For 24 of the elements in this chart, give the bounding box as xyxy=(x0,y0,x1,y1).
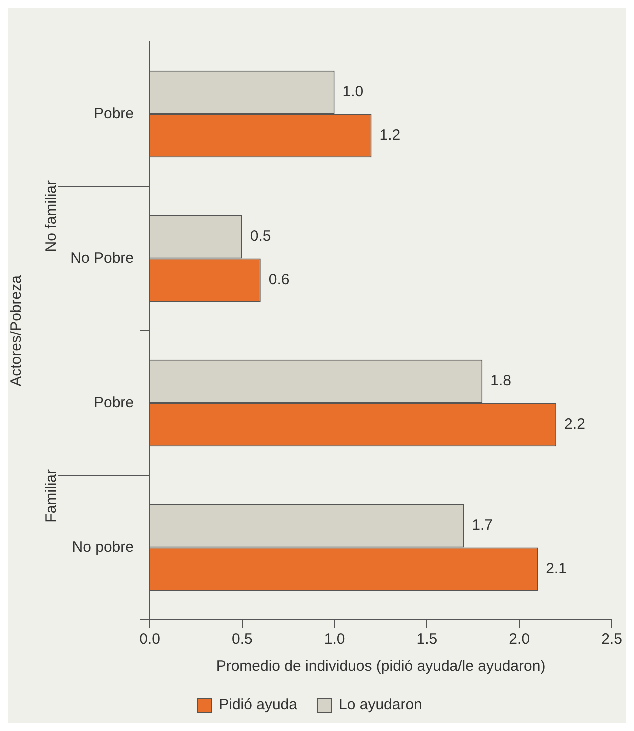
x-tick-label: 1.5 xyxy=(416,631,438,648)
data-label: 2.1 xyxy=(546,560,567,578)
x-tick-label: 2.0 xyxy=(509,631,530,648)
legend-label: Pidió ayuda xyxy=(219,696,298,714)
data-label: 1.0 xyxy=(342,84,364,101)
data-label: 1.7 xyxy=(472,517,494,534)
data-label: 0.5 xyxy=(250,228,272,246)
x-tick-label: 0.0 xyxy=(140,631,160,648)
y-tick-label: No pobre xyxy=(72,538,134,556)
text: Familiar xyxy=(43,470,60,523)
x-tick-label: 0.5 xyxy=(232,631,253,648)
data-label: 2.2 xyxy=(564,416,586,434)
data-label: 1.8 xyxy=(490,372,512,390)
x-tick-label: 2.5 xyxy=(602,631,622,648)
data-label: 1.2 xyxy=(380,127,401,144)
x-axis-title: Promedio de individuos (pidió ayuda/le ayudaron) xyxy=(216,658,546,676)
y-tick-label: No Pobre xyxy=(70,250,134,267)
data-label: 0.6 xyxy=(268,272,290,289)
y-axis-title: Actores/Pobreza xyxy=(8,274,26,386)
y-tick-label: Pobre xyxy=(94,394,134,412)
x-tick-label: 1.0 xyxy=(324,631,346,648)
text: No familiar xyxy=(43,180,60,252)
y-tick-label: Pobre xyxy=(94,105,134,122)
legend-label: Lo ayudaron xyxy=(338,696,422,714)
